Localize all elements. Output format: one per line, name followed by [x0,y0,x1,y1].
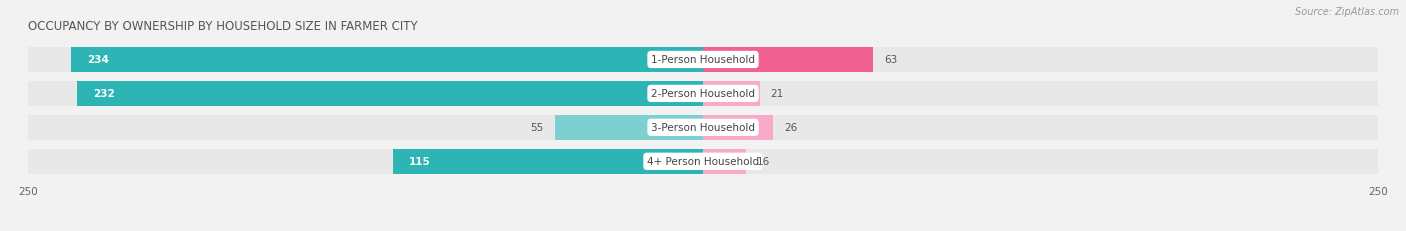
Bar [554,116,703,140]
Text: 232: 232 [93,89,115,99]
Text: 26: 26 [785,123,797,133]
Text: Source: ZipAtlas.com: Source: ZipAtlas.com [1295,7,1399,17]
Bar [28,149,1378,174]
Bar [28,116,1378,140]
Bar [28,48,1378,72]
Text: 63: 63 [884,55,897,65]
Bar [703,149,747,174]
Text: 16: 16 [756,157,770,167]
Text: 234: 234 [87,55,110,65]
Bar [77,82,703,106]
Bar [703,116,773,140]
Text: 21: 21 [770,89,783,99]
Bar [28,82,1378,106]
Bar [72,48,703,72]
Text: 1-Person Household: 1-Person Household [651,55,755,65]
Text: OCCUPANCY BY OWNERSHIP BY HOUSEHOLD SIZE IN FARMER CITY: OCCUPANCY BY OWNERSHIP BY HOUSEHOLD SIZE… [28,20,418,33]
Bar [392,149,703,174]
Text: 3-Person Household: 3-Person Household [651,123,755,133]
Bar [703,48,873,72]
Text: 2-Person Household: 2-Person Household [651,89,755,99]
Text: 55: 55 [530,123,544,133]
Text: 4+ Person Household: 4+ Person Household [647,157,759,167]
Bar [703,82,759,106]
Text: 115: 115 [409,157,430,167]
